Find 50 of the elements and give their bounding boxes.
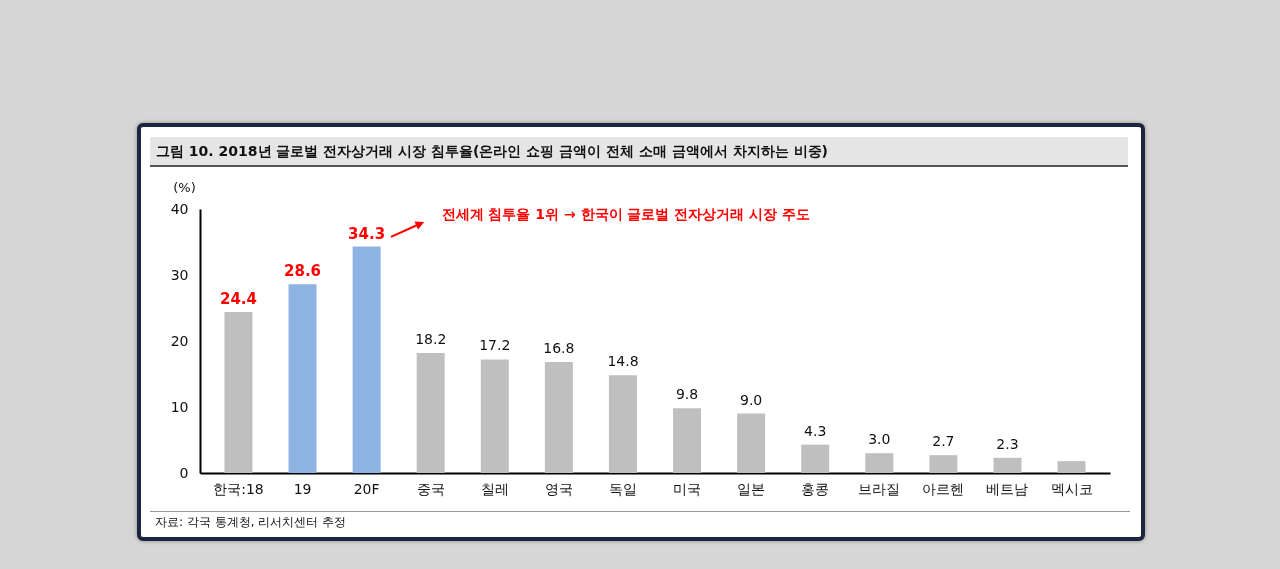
x-tick-label: 한국:18: [213, 480, 264, 497]
x-tick-label: 브라질: [858, 480, 901, 497]
bar: [929, 455, 958, 473]
data-label: 17.2: [479, 337, 511, 354]
data-label: 24.4: [219, 289, 257, 308]
data-label: 9.8: [675, 386, 699, 403]
y-tick-label: 0: [179, 464, 189, 481]
x-tick-label: 영국: [544, 480, 573, 497]
annotation: 전세계 침투율 1위 → 한국이 글로벌 전자상거래 시장 주도: [441, 206, 811, 222]
bar: [865, 453, 894, 473]
bar: [480, 359, 509, 473]
x-tick-label: 20F: [353, 480, 380, 497]
data-label: 4.3: [804, 422, 827, 439]
data-label: 2.3: [996, 435, 1019, 452]
x-tick-label: 미국: [673, 480, 702, 497]
bar: [352, 246, 381, 473]
x-tick-label: 19: [293, 480, 312, 497]
chart-title: 그림 10. 2018년 글로벌 전자상거래 시장 침투율(온라인 쇼핑 금액이 전체 소매 금액에서 차지하는 비중): [150, 137, 1128, 167]
bar: [801, 444, 830, 473]
bar: [1057, 461, 1086, 473]
bar: [416, 352, 445, 473]
data-label: 9.0: [739, 391, 763, 408]
x-tick-label: 아르헨: [922, 480, 965, 497]
x-tick-label: 칠레: [480, 480, 509, 497]
text: 자료: 각국 통계청, 리서치센터 추정: [150, 511, 1130, 532]
data-label: 2.7: [932, 433, 955, 450]
bar: [544, 362, 573, 473]
bar: [608, 375, 637, 473]
x-tick-label: 홍콩: [801, 480, 830, 497]
data-label: 34.3: [348, 224, 386, 243]
bar: [224, 311, 253, 473]
data-label: 3.0: [868, 431, 891, 448]
data-label: 28.6: [284, 262, 322, 281]
x-tick-label: 베트남: [986, 480, 1029, 497]
y-tick-label: 40: [170, 200, 189, 217]
y-tick-label: 10: [170, 398, 189, 415]
x-tick-label: 독일: [608, 480, 637, 497]
data-label: 16.8: [543, 340, 575, 357]
y-tick-label: 20: [170, 332, 189, 349]
bar: [288, 284, 317, 473]
bar: [737, 413, 766, 473]
data-label: 18.2: [415, 330, 447, 347]
x-tick-label: 중국: [416, 480, 445, 497]
y-axis-title: (%): [173, 179, 196, 195]
data-label: 14.8: [607, 353, 639, 370]
x-tick-label: 멕시코: [1050, 480, 1093, 497]
x-tick-label: 일본: [737, 480, 766, 497]
bar: [673, 408, 702, 473]
y-tick-label: 30: [170, 266, 189, 283]
bar: [993, 457, 1022, 473]
